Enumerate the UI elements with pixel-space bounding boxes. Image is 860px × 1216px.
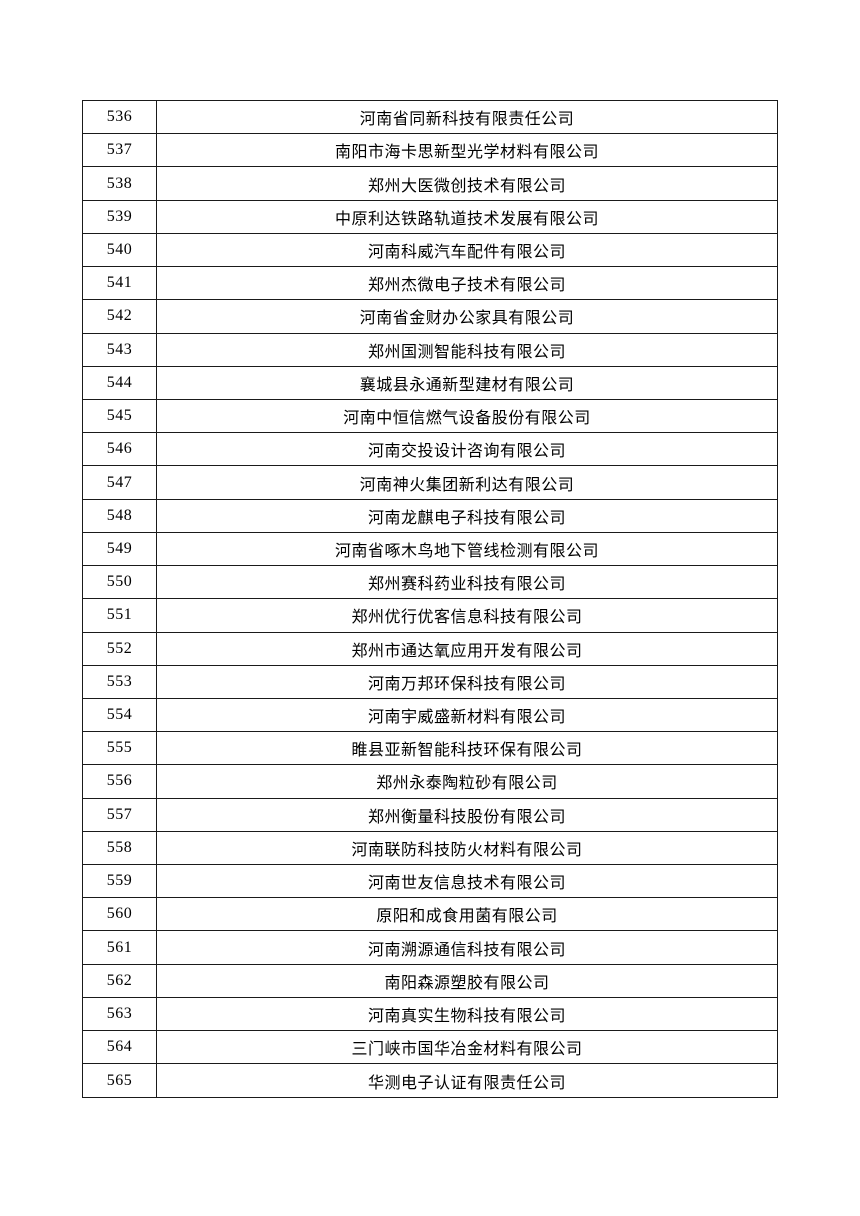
row-number: 548 xyxy=(82,498,157,533)
row-number: 564 xyxy=(82,1030,157,1065)
row-number: 558 xyxy=(82,830,157,866)
table-row: 564 三门峡市国华冶金材料有限公司 xyxy=(82,1030,778,1065)
company-name: 原阳和成食用菌有限公司 xyxy=(156,897,778,932)
company-name: 河南交投设计咨询有限公司 xyxy=(156,432,778,467)
row-number: 544 xyxy=(82,365,157,400)
table-row: 543 郑州国测智能科技有限公司 xyxy=(82,332,778,367)
company-name: 河南中恒信燃气设备股份有限公司 xyxy=(156,398,778,434)
table-row: 538 郑州大医微创技术有限公司 xyxy=(82,166,778,201)
row-number: 562 xyxy=(82,963,157,998)
company-name: 郑州市通达氧应用开发有限公司 xyxy=(156,631,778,666)
table-row: 554 河南宇威盛新材料有限公司 xyxy=(82,697,778,733)
row-number: 547 xyxy=(82,465,157,500)
row-number: 560 xyxy=(82,897,157,932)
row-number: 551 xyxy=(82,598,157,633)
row-number: 565 xyxy=(82,1063,157,1098)
table-row: 546 河南交投设计咨询有限公司 xyxy=(82,432,778,467)
table-row: 537 南阳市海卡思新型光学材料有限公司 xyxy=(82,133,778,168)
row-number: 540 xyxy=(82,232,157,268)
table-row: 552 郑州市通达氧应用开发有限公司 xyxy=(82,631,778,666)
table-row: 561 河南溯源通信科技有限公司 xyxy=(82,930,778,965)
table-row: 553 河南万邦环保科技有限公司 xyxy=(82,664,778,699)
table-row: 558 河南联防科技防火材料有限公司 xyxy=(82,830,778,866)
table-row: 556 郑州永泰陶粒砂有限公司 xyxy=(82,764,778,799)
table-row: 551 郑州优行优客信息科技有限公司 xyxy=(82,598,778,633)
row-number: 543 xyxy=(82,332,157,367)
company-name: 南阳市海卡思新型光学材料有限公司 xyxy=(156,133,778,168)
company-list-table-body: 536 河南省同新科技有限责任公司 537 南阳市海卡思新型光学材料有限公司 538 郑州… xyxy=(82,99,778,1098)
table-row: 562 南阳森源塑胶有限公司 xyxy=(82,963,778,998)
table-row: 547 河南神火集团新利达有限公司 xyxy=(82,465,778,500)
row-number: 555 xyxy=(82,731,157,766)
company-name: 中原利达铁路轨道技术发展有限公司 xyxy=(156,199,778,234)
company-name: 河南联防科技防火材料有限公司 xyxy=(156,830,778,866)
company-name: 河南科威汽车配件有限公司 xyxy=(156,232,778,268)
table-row: 541 郑州杰微电子技术有限公司 xyxy=(82,266,778,301)
table-row: 549 河南省啄木鸟地下管线检测有限公司 xyxy=(82,531,778,567)
company-name: 河南真实生物科技有限公司 xyxy=(156,996,778,1032)
row-number: 550 xyxy=(82,565,157,600)
table-row: 545 河南中恒信燃气设备股份有限公司 xyxy=(82,398,778,434)
company-name: 三门峡市国华冶金材料有限公司 xyxy=(156,1030,778,1065)
table-row: 544 襄城县永通新型建材有限公司 xyxy=(82,365,778,400)
row-number: 552 xyxy=(82,631,157,666)
row-number: 549 xyxy=(82,531,157,567)
company-name: 华测电子认证有限责任公司 xyxy=(156,1063,778,1098)
table-row: 565 华测电子认证有限责任公司 xyxy=(82,1063,778,1098)
company-list-table: 536 河南省同新科技有限责任公司 537 南阳市海卡思新型光学材料有限公司 538 郑州… xyxy=(82,99,778,1098)
row-number: 541 xyxy=(82,266,157,301)
row-number: 553 xyxy=(82,664,157,699)
table-row: 542 河南省金财办公家具有限公司 xyxy=(82,299,778,334)
company-name: 河南省同新科技有限责任公司 xyxy=(156,99,778,135)
company-name: 睢县亚新智能科技环保有限公司 xyxy=(156,731,778,766)
company-name: 郑州赛科药业科技有限公司 xyxy=(156,565,778,600)
row-number: 537 xyxy=(82,133,157,168)
company-name: 河南宇威盛新材料有限公司 xyxy=(156,697,778,733)
company-name: 南阳森源塑胶有限公司 xyxy=(156,963,778,998)
row-number: 539 xyxy=(82,199,157,234)
table-row: 536 河南省同新科技有限责任公司 xyxy=(82,99,778,135)
table-row: 548 河南龙麒电子科技有限公司 xyxy=(82,498,778,533)
company-name: 郑州杰微电子技术有限公司 xyxy=(156,266,778,301)
table-row: 550 郑州赛科药业科技有限公司 xyxy=(82,565,778,600)
company-name: 河南神火集团新利达有限公司 xyxy=(156,465,778,500)
company-name: 郑州优行优客信息科技有限公司 xyxy=(156,598,778,633)
row-number: 563 xyxy=(82,996,157,1032)
row-number: 542 xyxy=(82,299,157,334)
company-name: 河南省金财办公家具有限公司 xyxy=(156,299,778,334)
row-number: 557 xyxy=(82,797,157,832)
company-name: 河南万邦环保科技有限公司 xyxy=(156,664,778,699)
row-number: 536 xyxy=(82,99,157,135)
company-name: 河南世友信息技术有限公司 xyxy=(156,864,778,899)
company-name: 河南溯源通信科技有限公司 xyxy=(156,930,778,965)
table-row: 539 中原利达铁路轨道技术发展有限公司 xyxy=(82,199,778,234)
row-number: 545 xyxy=(82,398,157,434)
table-row: 560 原阳和成食用菌有限公司 xyxy=(82,897,778,932)
table-row: 559 河南世友信息技术有限公司 xyxy=(82,864,778,899)
row-number: 538 xyxy=(82,166,157,201)
company-name: 襄城县永通新型建材有限公司 xyxy=(156,365,778,400)
row-number: 554 xyxy=(82,697,157,733)
table-row: 557 郑州衡量科技股份有限公司 xyxy=(82,797,778,832)
row-number: 561 xyxy=(82,930,157,965)
company-name: 郑州大医微创技术有限公司 xyxy=(156,166,778,201)
company-name: 河南省啄木鸟地下管线检测有限公司 xyxy=(156,531,778,567)
company-name: 郑州衡量科技股份有限公司 xyxy=(156,797,778,832)
company-name: 郑州国测智能科技有限公司 xyxy=(156,332,778,367)
row-number: 546 xyxy=(82,432,157,467)
table-row: 540 河南科威汽车配件有限公司 xyxy=(82,232,778,268)
company-name: 河南龙麒电子科技有限公司 xyxy=(156,498,778,533)
company-name: 郑州永泰陶粒砂有限公司 xyxy=(156,764,778,799)
row-number: 556 xyxy=(82,764,157,799)
table-row: 555 睢县亚新智能科技环保有限公司 xyxy=(82,731,778,766)
table-row: 563 河南真实生物科技有限公司 xyxy=(82,996,778,1032)
row-number: 559 xyxy=(82,864,157,899)
